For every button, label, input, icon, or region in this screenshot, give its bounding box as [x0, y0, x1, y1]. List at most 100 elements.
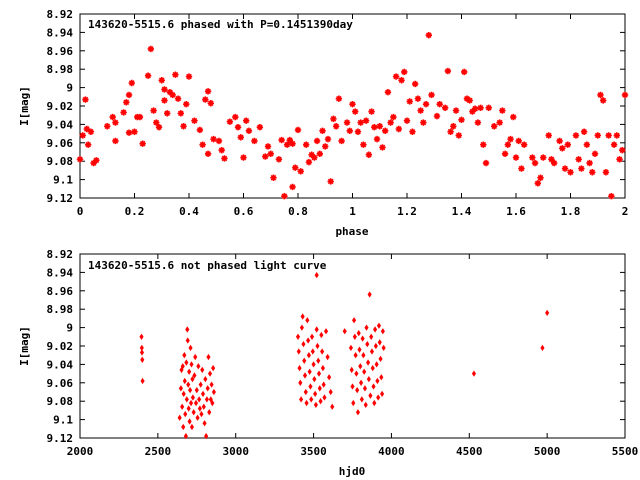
data-point [202, 420, 207, 427]
data-point [512, 154, 520, 161]
data-point [140, 356, 145, 363]
data-point [466, 97, 473, 104]
data-point [298, 379, 303, 386]
data-point [597, 91, 604, 99]
data-point [366, 375, 371, 383]
data-point [83, 125, 91, 133]
unphased-x-tick-label: 5000 [534, 445, 561, 458]
data-point [357, 346, 362, 353]
unphased-x-tick-label: 2000 [67, 445, 94, 458]
data-point [591, 150, 599, 158]
data-point [401, 68, 408, 76]
data-point [123, 99, 130, 106]
data-point [350, 383, 355, 390]
data-point [182, 377, 187, 385]
phased-x-tick-label: 2 [622, 205, 629, 218]
data-point [270, 174, 277, 181]
data-point [144, 72, 152, 79]
data-point [425, 31, 432, 39]
data-point [366, 359, 371, 366]
data-point [299, 324, 304, 331]
data-point [194, 387, 199, 394]
data-point [140, 377, 145, 385]
data-point [308, 151, 315, 158]
data-point [189, 423, 195, 431]
data-point [580, 128, 588, 135]
phased-y-tick-label: 8.98 [47, 63, 74, 76]
unphased-x-tick-label: 3500 [300, 445, 327, 458]
data-point [548, 156, 555, 163]
data-point [178, 385, 183, 392]
data-point [169, 91, 176, 99]
data-point [93, 157, 100, 164]
data-point [306, 352, 311, 359]
data-point [262, 153, 269, 160]
data-point [203, 375, 208, 383]
data-point [610, 141, 618, 148]
data-point [458, 116, 465, 123]
data-point [278, 136, 285, 144]
data-point [616, 156, 623, 163]
data-point [452, 107, 460, 114]
data-point [196, 363, 201, 370]
phased-y-tick-label: 9.08 [47, 155, 74, 168]
unphased-y-tick-label: 9.1 [53, 414, 73, 427]
unphased-x-tick-label: 5500 [612, 445, 639, 458]
data-point [327, 178, 334, 185]
data-point [139, 140, 146, 147]
data-point [365, 341, 370, 348]
data-point [455, 132, 462, 139]
data-point [550, 159, 558, 167]
data-point [583, 141, 591, 148]
data-point [378, 355, 383, 363]
data-point [202, 96, 209, 103]
data-point [441, 104, 449, 112]
data-point [367, 291, 372, 298]
unphased-panel: 143620-5515.6 not phased light curve hjd… [18, 248, 638, 478]
data-point [164, 110, 171, 117]
phased-x-tick-label: 1.8 [561, 205, 581, 218]
data-point [192, 372, 197, 379]
data-point [281, 192, 288, 200]
data-point [379, 144, 386, 151]
data-point [363, 401, 368, 409]
unphased-y-tick-label: 9.12 [47, 432, 74, 445]
data-point [191, 117, 198, 124]
data-point [387, 119, 394, 126]
data-point [193, 399, 199, 407]
data-point [469, 108, 476, 115]
data-point [619, 146, 626, 154]
data-point [518, 165, 525, 172]
unphased-y-tick-label: 8.94 [47, 266, 74, 279]
data-point [256, 123, 264, 131]
data-point [155, 123, 163, 131]
unphased-x-tick-label: 4500 [456, 445, 483, 458]
data-point [289, 183, 296, 191]
data-point [328, 388, 333, 396]
phased-y-axis-label: I[mag] [18, 86, 31, 126]
data-point [161, 97, 168, 104]
data-point [353, 352, 358, 359]
data-point [319, 127, 326, 135]
data-point [208, 396, 213, 403]
data-point [349, 366, 354, 374]
unphased-y-tick-label: 9.06 [47, 377, 74, 390]
data-point [193, 353, 198, 361]
data-point [131, 128, 138, 135]
unphased-y-tick-label: 9.02 [47, 340, 74, 353]
data-point [351, 317, 357, 324]
data-point [136, 113, 144, 121]
data-point [312, 375, 317, 383]
data-point [204, 396, 209, 403]
data-point [210, 135, 217, 143]
data-point [299, 396, 304, 403]
data-point [359, 396, 364, 403]
data-point [197, 396, 202, 403]
data-point [379, 374, 384, 381]
data-point [354, 128, 362, 135]
data-point [561, 165, 569, 172]
data-point [317, 385, 322, 392]
data-point [534, 180, 541, 187]
data-point [411, 80, 419, 88]
data-point [182, 352, 187, 359]
